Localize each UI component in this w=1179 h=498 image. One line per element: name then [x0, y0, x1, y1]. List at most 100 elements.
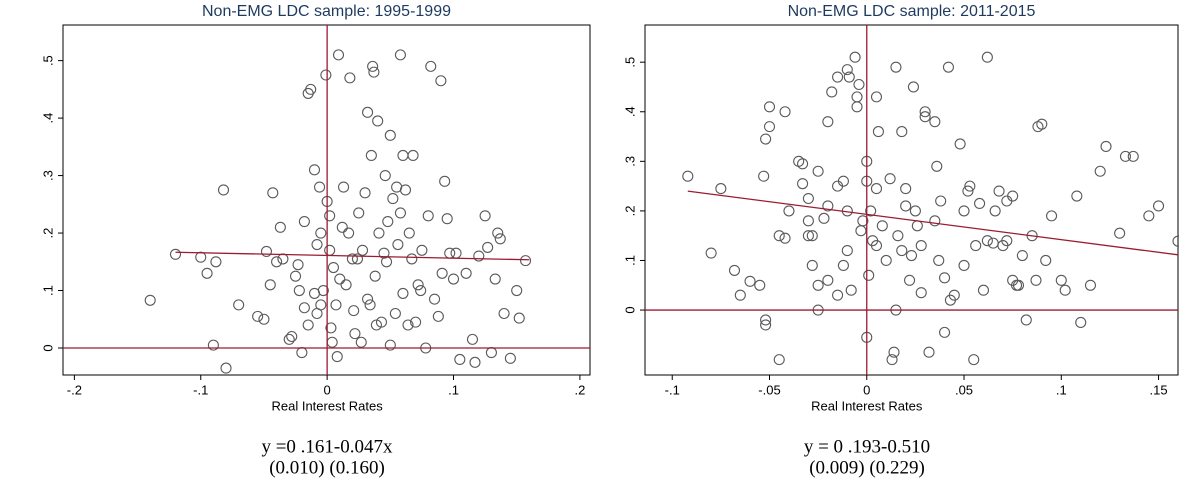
point	[958, 259, 970, 271]
point	[806, 259, 818, 271]
point	[217, 184, 230, 196]
point	[330, 299, 342, 311]
point	[822, 274, 834, 286]
y-tick-label: .5	[622, 57, 637, 68]
point	[845, 284, 857, 296]
point	[392, 238, 404, 251]
point	[822, 200, 834, 212]
point	[728, 264, 741, 276]
point	[1012, 279, 1025, 291]
point	[382, 216, 394, 228]
point	[454, 353, 466, 366]
fit-line	[175, 251, 530, 261]
point	[907, 81, 919, 93]
point	[368, 66, 380, 78]
point	[1020, 314, 1032, 326]
point	[851, 101, 863, 113]
point	[372, 115, 384, 127]
point	[399, 184, 412, 196]
point	[494, 233, 506, 245]
point	[832, 71, 844, 83]
point	[402, 319, 414, 331]
point	[384, 129, 396, 141]
point	[511, 284, 523, 297]
point	[380, 256, 393, 268]
y-tick-label: 0	[40, 344, 55, 351]
point	[292, 259, 304, 271]
point	[896, 126, 908, 138]
point	[1152, 200, 1165, 212]
point	[340, 279, 352, 291]
point	[469, 356, 481, 368]
point	[919, 106, 931, 118]
point	[344, 72, 356, 84]
point	[441, 213, 453, 225]
point	[450, 247, 462, 259]
x-tick-label: -.1	[193, 382, 208, 397]
point	[754, 279, 766, 291]
point	[302, 319, 314, 331]
x-axis-label: Real Interest Rates	[271, 398, 383, 413]
point	[884, 173, 896, 185]
point	[954, 138, 966, 150]
standard-errors: (0.009) (0.229)	[809, 457, 925, 478]
point	[929, 116, 941, 128]
point	[1071, 190, 1083, 202]
point	[905, 249, 918, 262]
point	[837, 175, 849, 187]
point	[422, 210, 434, 222]
point	[425, 60, 437, 72]
point	[802, 192, 814, 205]
point	[1075, 316, 1087, 329]
point	[338, 181, 350, 193]
point	[802, 215, 814, 227]
point	[802, 230, 814, 242]
point	[989, 205, 1001, 217]
point	[682, 170, 694, 182]
point	[962, 185, 974, 197]
x-tick-label: 0	[863, 382, 870, 397]
point	[863, 269, 875, 281]
x-tick-label: .15	[1150, 382, 1168, 397]
point	[519, 255, 532, 267]
point	[818, 212, 830, 224]
point	[498, 307, 510, 320]
point	[286, 330, 298, 343]
point	[1046, 210, 1058, 222]
point	[797, 158, 809, 170]
point	[923, 346, 935, 358]
point	[942, 61, 955, 73]
point	[812, 165, 824, 177]
point	[296, 347, 308, 359]
point	[933, 254, 945, 267]
point	[773, 354, 785, 366]
point	[348, 305, 360, 317]
point	[760, 319, 772, 331]
point	[832, 289, 844, 301]
point	[904, 274, 916, 286]
y-tick-label: .1	[40, 285, 55, 296]
point	[489, 273, 501, 285]
point	[387, 193, 399, 205]
point	[346, 253, 358, 265]
point	[201, 267, 213, 279]
point	[397, 287, 409, 299]
point	[416, 244, 428, 256]
point	[327, 261, 340, 274]
point	[274, 221, 286, 233]
point	[485, 347, 497, 359]
point	[929, 215, 941, 227]
point	[492, 227, 504, 239]
point	[1127, 150, 1139, 162]
point	[865, 205, 877, 217]
y-tick-label: 0	[622, 306, 637, 313]
point	[210, 256, 222, 268]
point	[705, 247, 717, 259]
point	[320, 69, 332, 81]
point	[1040, 254, 1052, 267]
point	[406, 253, 418, 265]
y-tick-label: .4	[622, 106, 637, 117]
point	[948, 289, 960, 301]
chart-title: Non-EMG LDC sample: 1995-1999	[202, 3, 451, 20]
